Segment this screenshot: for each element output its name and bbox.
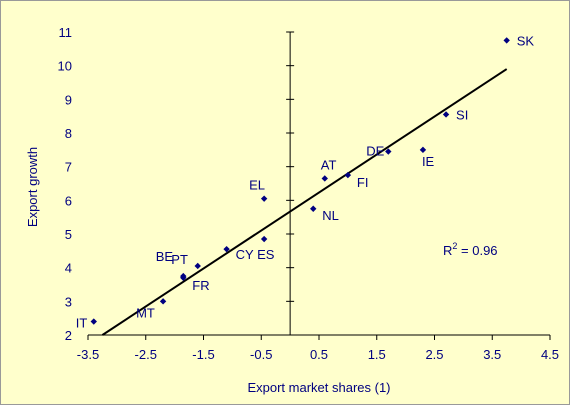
x-tick-label: 4.5 (541, 347, 559, 362)
data-point-nl (310, 205, 317, 212)
data-point-cy (223, 245, 230, 253)
r-squared-superscript: 2 (452, 241, 457, 251)
axes: -3.5 -2.5 -1.5 -0.5 0.5 1.5 2.5 3.5 4.5 2 3 4 5 6 7 8 9 1… (58, 25, 560, 362)
y-tick-label: 3 (65, 294, 72, 309)
data-point-mt (159, 298, 167, 305)
point-label-it: IT (76, 316, 88, 331)
y-axis-title: Export growth (25, 147, 40, 227)
point-label-fr: FR (192, 278, 209, 293)
x-tick-label: 3.5 (483, 347, 501, 362)
point-label-be: BE (156, 249, 174, 264)
y-tick-label: 11 (59, 25, 73, 40)
y-tick-label: 6 (65, 193, 72, 208)
y-tick-label: 8 (65, 126, 72, 141)
point-label-nl: NL (322, 208, 339, 223)
y-tick-label: 9 (65, 92, 72, 107)
point-label-sk: SK (517, 33, 535, 48)
x-tick-label: 0.5 (310, 347, 328, 362)
data-point-sk (503, 37, 510, 44)
y-tick-label: 4 (65, 261, 72, 276)
x-tick-label: -1.5 (192, 347, 214, 362)
point-label-es: ES (257, 247, 275, 262)
data-point-de (385, 148, 392, 155)
y-tick-label: 2 (65, 328, 72, 343)
trendline-group (101, 68, 508, 336)
point-label-cy: CY (236, 247, 254, 262)
point-label-at: AT (321, 157, 337, 172)
point-label-fi: FI (357, 175, 369, 190)
r-squared-value: = 0.96 (457, 243, 497, 258)
r-squared-annotation: R2 = 0.96 (443, 241, 498, 258)
data-point-ie (419, 146, 427, 154)
data-points (90, 37, 510, 325)
data-point-be (194, 262, 201, 270)
data-point-it (90, 318, 97, 325)
point-label-el: EL (249, 178, 265, 193)
x-tick-label: -0.5 (250, 347, 272, 362)
point-label-ie: IE (422, 154, 435, 169)
data-point-el (260, 195, 268, 202)
point-label-si: SI (456, 107, 468, 122)
data-point-fi (344, 171, 352, 179)
data-point-es (260, 235, 268, 243)
x-tick-label: -3.5 (77, 347, 99, 362)
data-point-pt (180, 272, 187, 280)
trendline (101, 68, 508, 336)
point-label-pt: PT (171, 252, 188, 267)
y-tick-label: 10 (58, 59, 72, 74)
y-tick-label: 5 (65, 227, 72, 242)
x-axis-title: Export market shares (1) (247, 380, 390, 395)
x-tick-label: -2.5 (135, 347, 157, 362)
data-point-at (321, 175, 328, 182)
y-tick-label: 7 (65, 160, 72, 175)
point-label-mt: MT (136, 305, 155, 320)
x-tick-label: 1.5 (368, 347, 386, 362)
r-squared-symbol: R (443, 243, 452, 258)
x-tick-label: 2.5 (425, 347, 443, 362)
point-label-de: DE (366, 144, 384, 159)
data-point-si (442, 111, 450, 118)
